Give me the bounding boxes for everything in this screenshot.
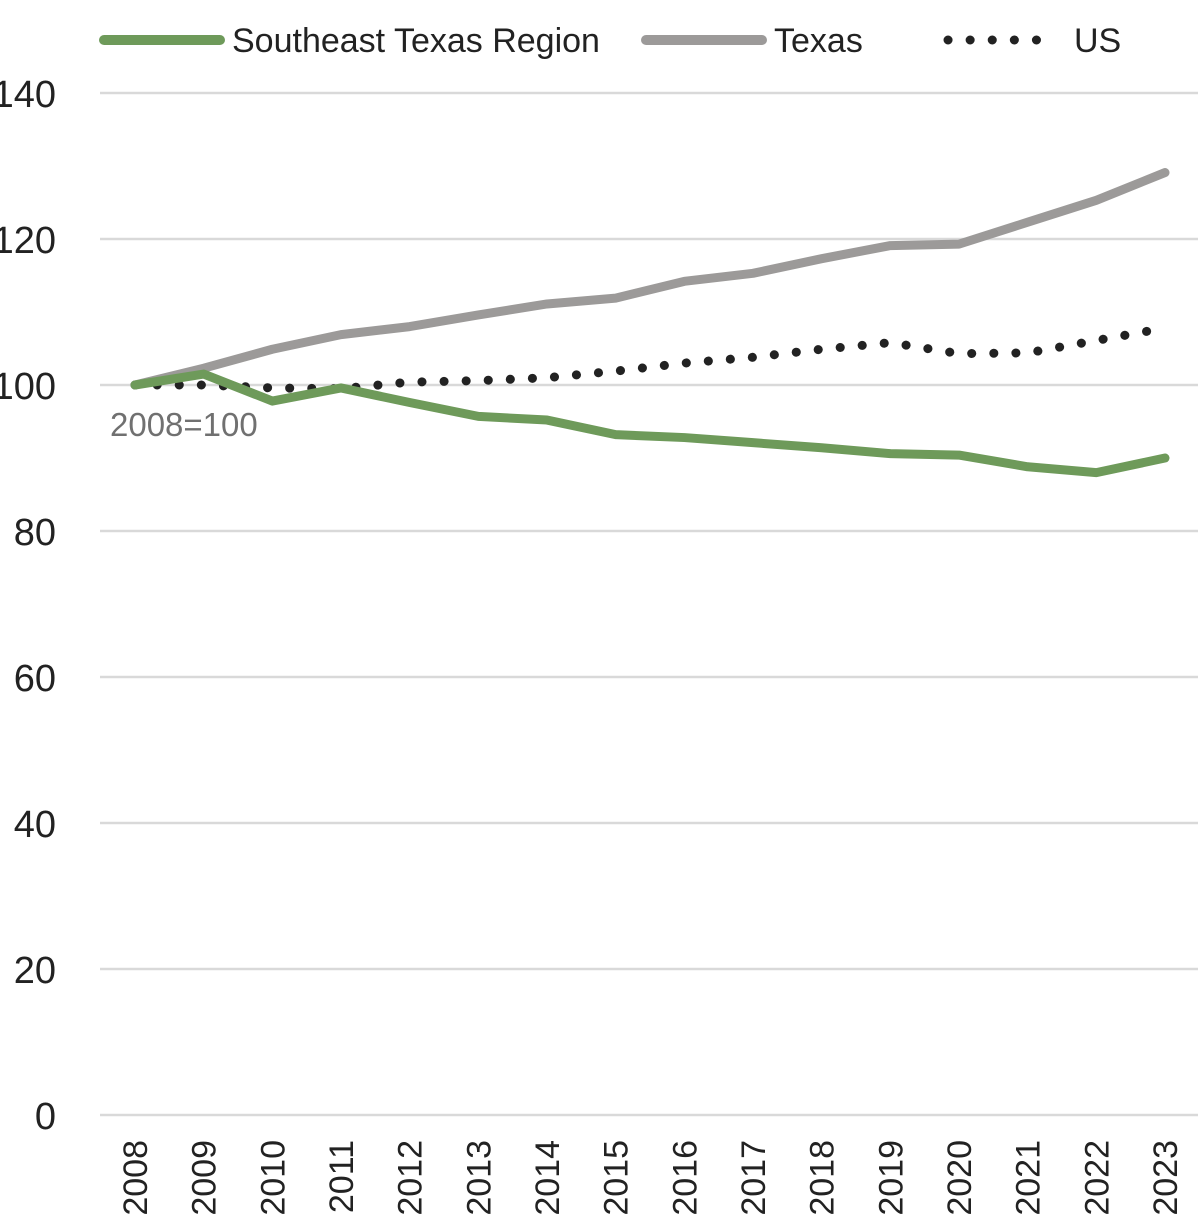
y-tick-label: 140 [0,74,56,116]
series-line-texas [130,168,1170,390]
x-axis-ticks: 2008 2009 2010 2011 2012 2013 2014 2015 2016 2017… [117,1140,1185,1216]
x-tick-label: 2015 [598,1140,636,1216]
y-tick-label: 60 [14,658,56,700]
x-tick-label: 2013 [460,1140,498,1216]
legend-label: US [1074,22,1121,60]
y-tick-label: 0 [35,1096,56,1138]
data-point-us [1096,340,1097,341]
gridlines [100,91,1198,1117]
data-point-us [1027,352,1028,353]
x-tick-label: 2014 [529,1140,567,1216]
y-tick-label: 100 [0,366,56,408]
x-tick-label: 2010 [254,1140,292,1216]
y-axis-ticks: 0 20 40 60 80 100 120 140 [0,74,56,1138]
data-point-us [890,342,891,343]
data-point-us [478,380,479,381]
x-tick-label: 2023 [1147,1140,1185,1216]
y-tick-label: 80 [14,512,56,554]
legend-label: Southeast Texas Region [232,22,600,60]
series-lines [130,168,1170,478]
legend-label: Texas [774,22,863,60]
x-tick-label: 2008 [117,1140,155,1216]
x-tick-label: 2018 [804,1140,842,1216]
legend: Southeast Texas Region Texas US [99,22,1121,60]
y-tick-label: 40 [14,804,56,846]
baseline-annotation: 2008=100 [110,406,258,443]
y-tick-label: 120 [0,220,56,262]
x-tick-label: 2017 [735,1140,773,1216]
series-line-southeast-texas-region [130,369,1170,478]
x-tick-label: 2021 [1010,1140,1048,1216]
x-tick-label: 2009 [186,1140,224,1216]
x-tick-label: 2019 [872,1140,910,1216]
data-point-us [1165,328,1166,329]
data-point-us [409,382,410,383]
data-point-us [547,377,548,378]
x-tick-label: 2011 [323,1140,361,1213]
x-tick-label: 2020 [941,1140,979,1216]
x-tick-label: 2012 [392,1140,430,1216]
data-point-us [959,353,960,354]
x-tick-label: 2016 [666,1140,704,1216]
x-tick-label: 2022 [1078,1140,1116,1216]
y-tick-label: 20 [14,950,56,992]
series-line-us [130,323,1170,394]
